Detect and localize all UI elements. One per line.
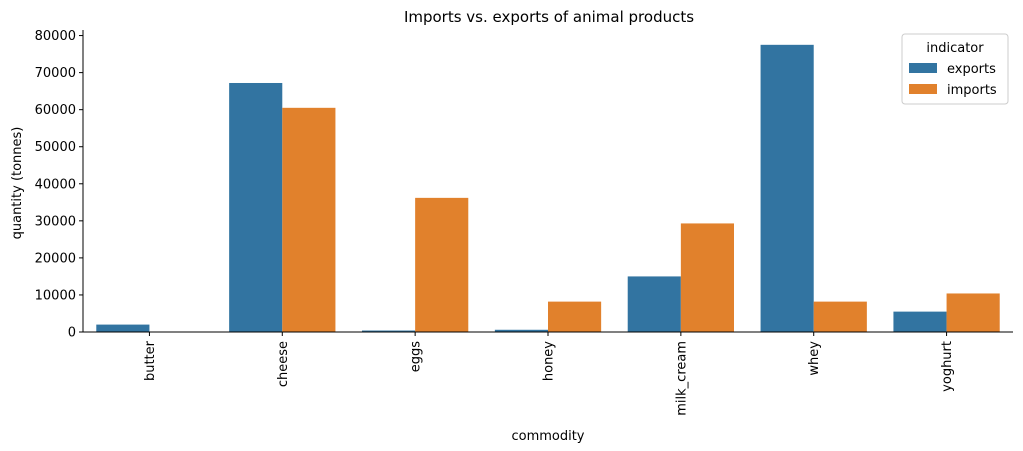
y-tick-label: 50000 bbox=[35, 140, 76, 155]
legend-title: indicator bbox=[926, 41, 984, 56]
x-axis: butter cheese eggs honey milk_cream whey yoghu… bbox=[83, 331, 1013, 416]
y-tick-label: 80000 bbox=[35, 29, 76, 44]
y-tick-label: 20000 bbox=[35, 251, 76, 266]
y-tick-label: 40000 bbox=[35, 177, 76, 192]
bar-imports-honey bbox=[548, 301, 602, 332]
bar-exports-milk_cream bbox=[627, 276, 681, 332]
legend-swatch-exports bbox=[909, 63, 937, 73]
legend: indicator exports imports bbox=[901, 33, 1009, 105]
x-axis-title: commodity bbox=[511, 429, 584, 444]
bar-imports-milk_cream bbox=[680, 223, 734, 332]
bar-exports-honey bbox=[494, 329, 548, 332]
legend-label-imports: imports bbox=[947, 83, 997, 98]
bar-exports-yoghurt bbox=[893, 311, 947, 332]
bar-exports-butter bbox=[96, 324, 150, 332]
bars-group bbox=[96, 44, 1000, 333]
x-tick-label-whey: whey bbox=[807, 341, 822, 376]
chart-title: Imports vs. exports of animal products bbox=[404, 8, 694, 26]
bar-exports-cheese bbox=[229, 82, 283, 333]
legend-swatch-imports bbox=[909, 84, 937, 94]
y-axis-title: quantity (tonnes) bbox=[10, 127, 25, 240]
y-tick-label: 30000 bbox=[35, 214, 76, 229]
y-tick-label: 60000 bbox=[35, 103, 76, 118]
x-tick-label-eggs: eggs bbox=[409, 341, 424, 373]
bar-exports-whey bbox=[760, 44, 814, 333]
x-tick-label-milk_cream: milk_cream bbox=[674, 341, 689, 416]
legend-label-exports: exports bbox=[947, 62, 996, 77]
bar-imports-yoghurt bbox=[946, 293, 1000, 332]
y-axis: 0 10000 20000 30000 40000 50000 60000 70000 8000… bbox=[35, 29, 84, 341]
y-tick-label: 10000 bbox=[35, 288, 76, 303]
x-tick-label-honey: honey bbox=[542, 341, 557, 381]
x-tick-label-butter: butter bbox=[143, 340, 158, 381]
y-tick-label: 0 bbox=[68, 326, 76, 341]
x-tick-label-cheese: cheese bbox=[276, 341, 291, 387]
x-tick-label-yoghurt: yoghurt bbox=[940, 341, 955, 392]
bar-imports-eggs bbox=[415, 197, 469, 332]
bar-imports-whey bbox=[813, 301, 867, 332]
bar-exports-eggs bbox=[362, 330, 416, 332]
y-tick-label: 70000 bbox=[35, 66, 76, 81]
bar-imports-cheese bbox=[282, 107, 336, 332]
